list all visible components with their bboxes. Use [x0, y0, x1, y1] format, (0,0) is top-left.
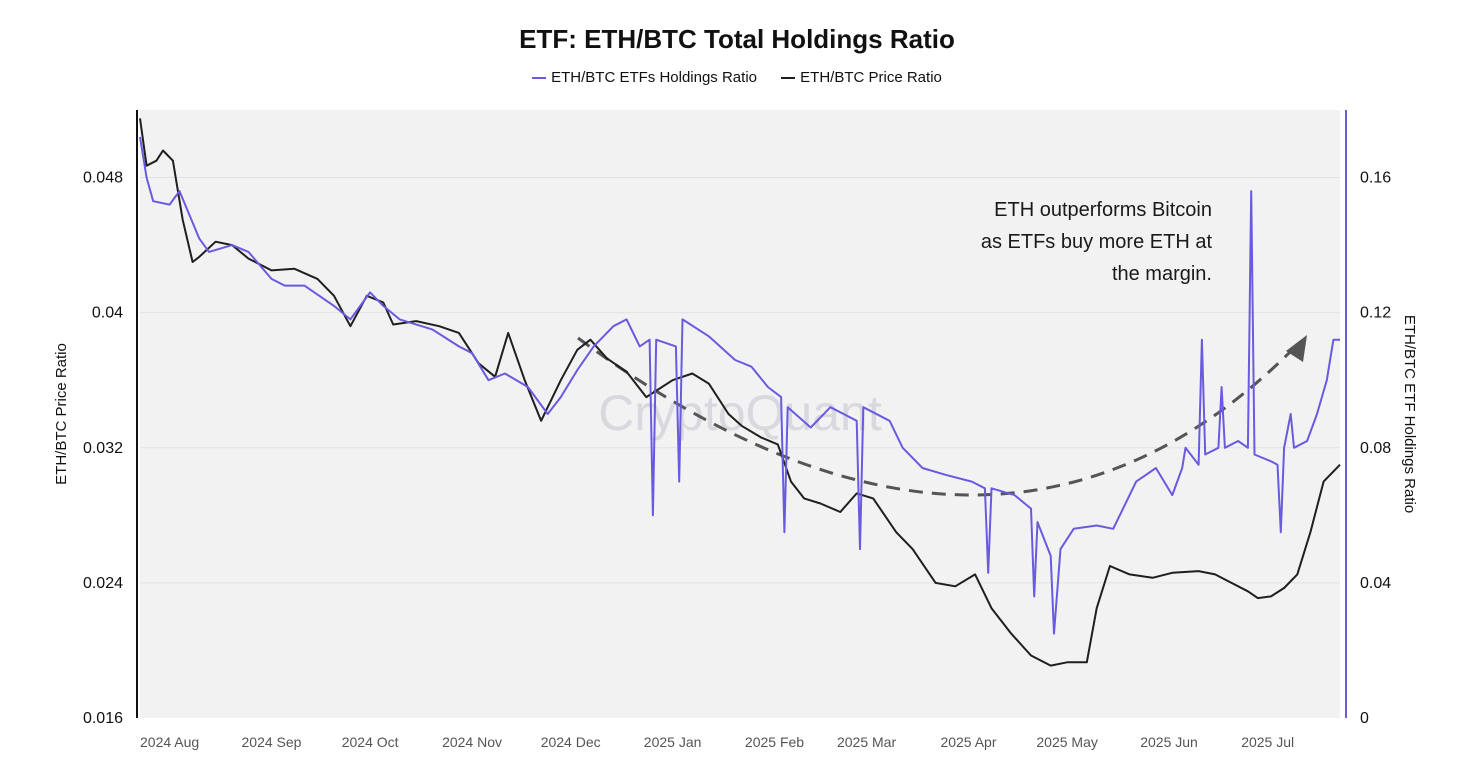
right-axis-label: ETH/BTC ETF Holdings Ratio [1401, 315, 1418, 513]
legend-label-holdings: ETH/BTC ETFs Holdings Ratio [551, 69, 757, 86]
grid-layer [140, 177, 1340, 584]
x-tick-label: 2025 May [1036, 734, 1097, 750]
right-tick-label: 0.04 [1360, 575, 1391, 592]
watermark: CryptoQuant [598, 385, 882, 441]
series-layer [139, 118, 1341, 667]
left-axis-label: ETH/BTC Price Ratio [53, 343, 70, 485]
legend-swatch-price [781, 77, 796, 80]
x-tick-label: 2025 Jun [1140, 734, 1198, 750]
legend-swatch-holdings [532, 77, 547, 80]
x-tick-label: 2024 Sep [242, 734, 302, 750]
x-tick-label: 2024 Oct [342, 734, 399, 750]
annotation-text: ETH outperforms Bitcoin as ETFs buy more… [981, 199, 1213, 285]
annotation-line-3: the margin. [1112, 263, 1212, 285]
annotation-line-1: ETH outperforms Bitcoin [994, 199, 1212, 221]
right-tick-label: 0.12 [1360, 305, 1391, 322]
legend: ETH/BTC ETFs Holdings Ratio ETH/BTC Pric… [0, 69, 1474, 86]
series-line-holdings [139, 136, 1340, 635]
legend-item-holdings[interactable]: ETH/BTC ETFs Holdings Ratio [532, 69, 757, 86]
series-line-price [139, 118, 1341, 667]
left-tick-label: 0.024 [83, 575, 123, 592]
x-axis-ticks: 2024 Aug 2024 Sep 2024 Oct 2024 Nov 2024 Dec… [140, 734, 1294, 750]
x-tick-label: 2025 Feb [745, 734, 804, 750]
left-tick-label: 0.04 [92, 305, 123, 322]
right-tick-label: 0.08 [1360, 440, 1391, 457]
x-tick-label: 2024 Dec [541, 734, 601, 750]
legend-item-price[interactable]: ETH/BTC Price Ratio [781, 69, 942, 86]
plot-background [140, 110, 1340, 718]
right-tick-label: 0.16 [1360, 170, 1391, 187]
left-tick-label: 0.016 [83, 710, 123, 727]
chart-title: ETF: ETH/BTC Total Holdings Ratio [519, 24, 955, 54]
x-tick-label: 2024 Nov [442, 734, 502, 750]
trend-arrow [577, 336, 1302, 497]
left-tick-label: 0.048 [83, 170, 123, 187]
legend-label-price: ETH/BTC Price Ratio [800, 69, 942, 86]
x-tick-label: 2025 Jan [644, 734, 702, 750]
right-tick-label: 0 [1360, 710, 1369, 727]
right-axis-ticks: 0 0.04 0.08 0.12 0.16 [1360, 170, 1391, 727]
left-tick-label: 0.032 [83, 440, 123, 457]
annotation-line-2: as ETFs buy more ETH at [981, 231, 1213, 253]
x-tick-label: 2024 Aug [140, 734, 199, 750]
x-tick-label: 2025 Mar [837, 734, 896, 750]
x-tick-label: 2025 Apr [940, 734, 996, 750]
trend-arrowhead [1286, 335, 1307, 362]
x-tick-label: 2025 Jul [1241, 734, 1294, 750]
left-axis-ticks: 0.016 0.024 0.032 0.04 0.048 [83, 170, 123, 727]
